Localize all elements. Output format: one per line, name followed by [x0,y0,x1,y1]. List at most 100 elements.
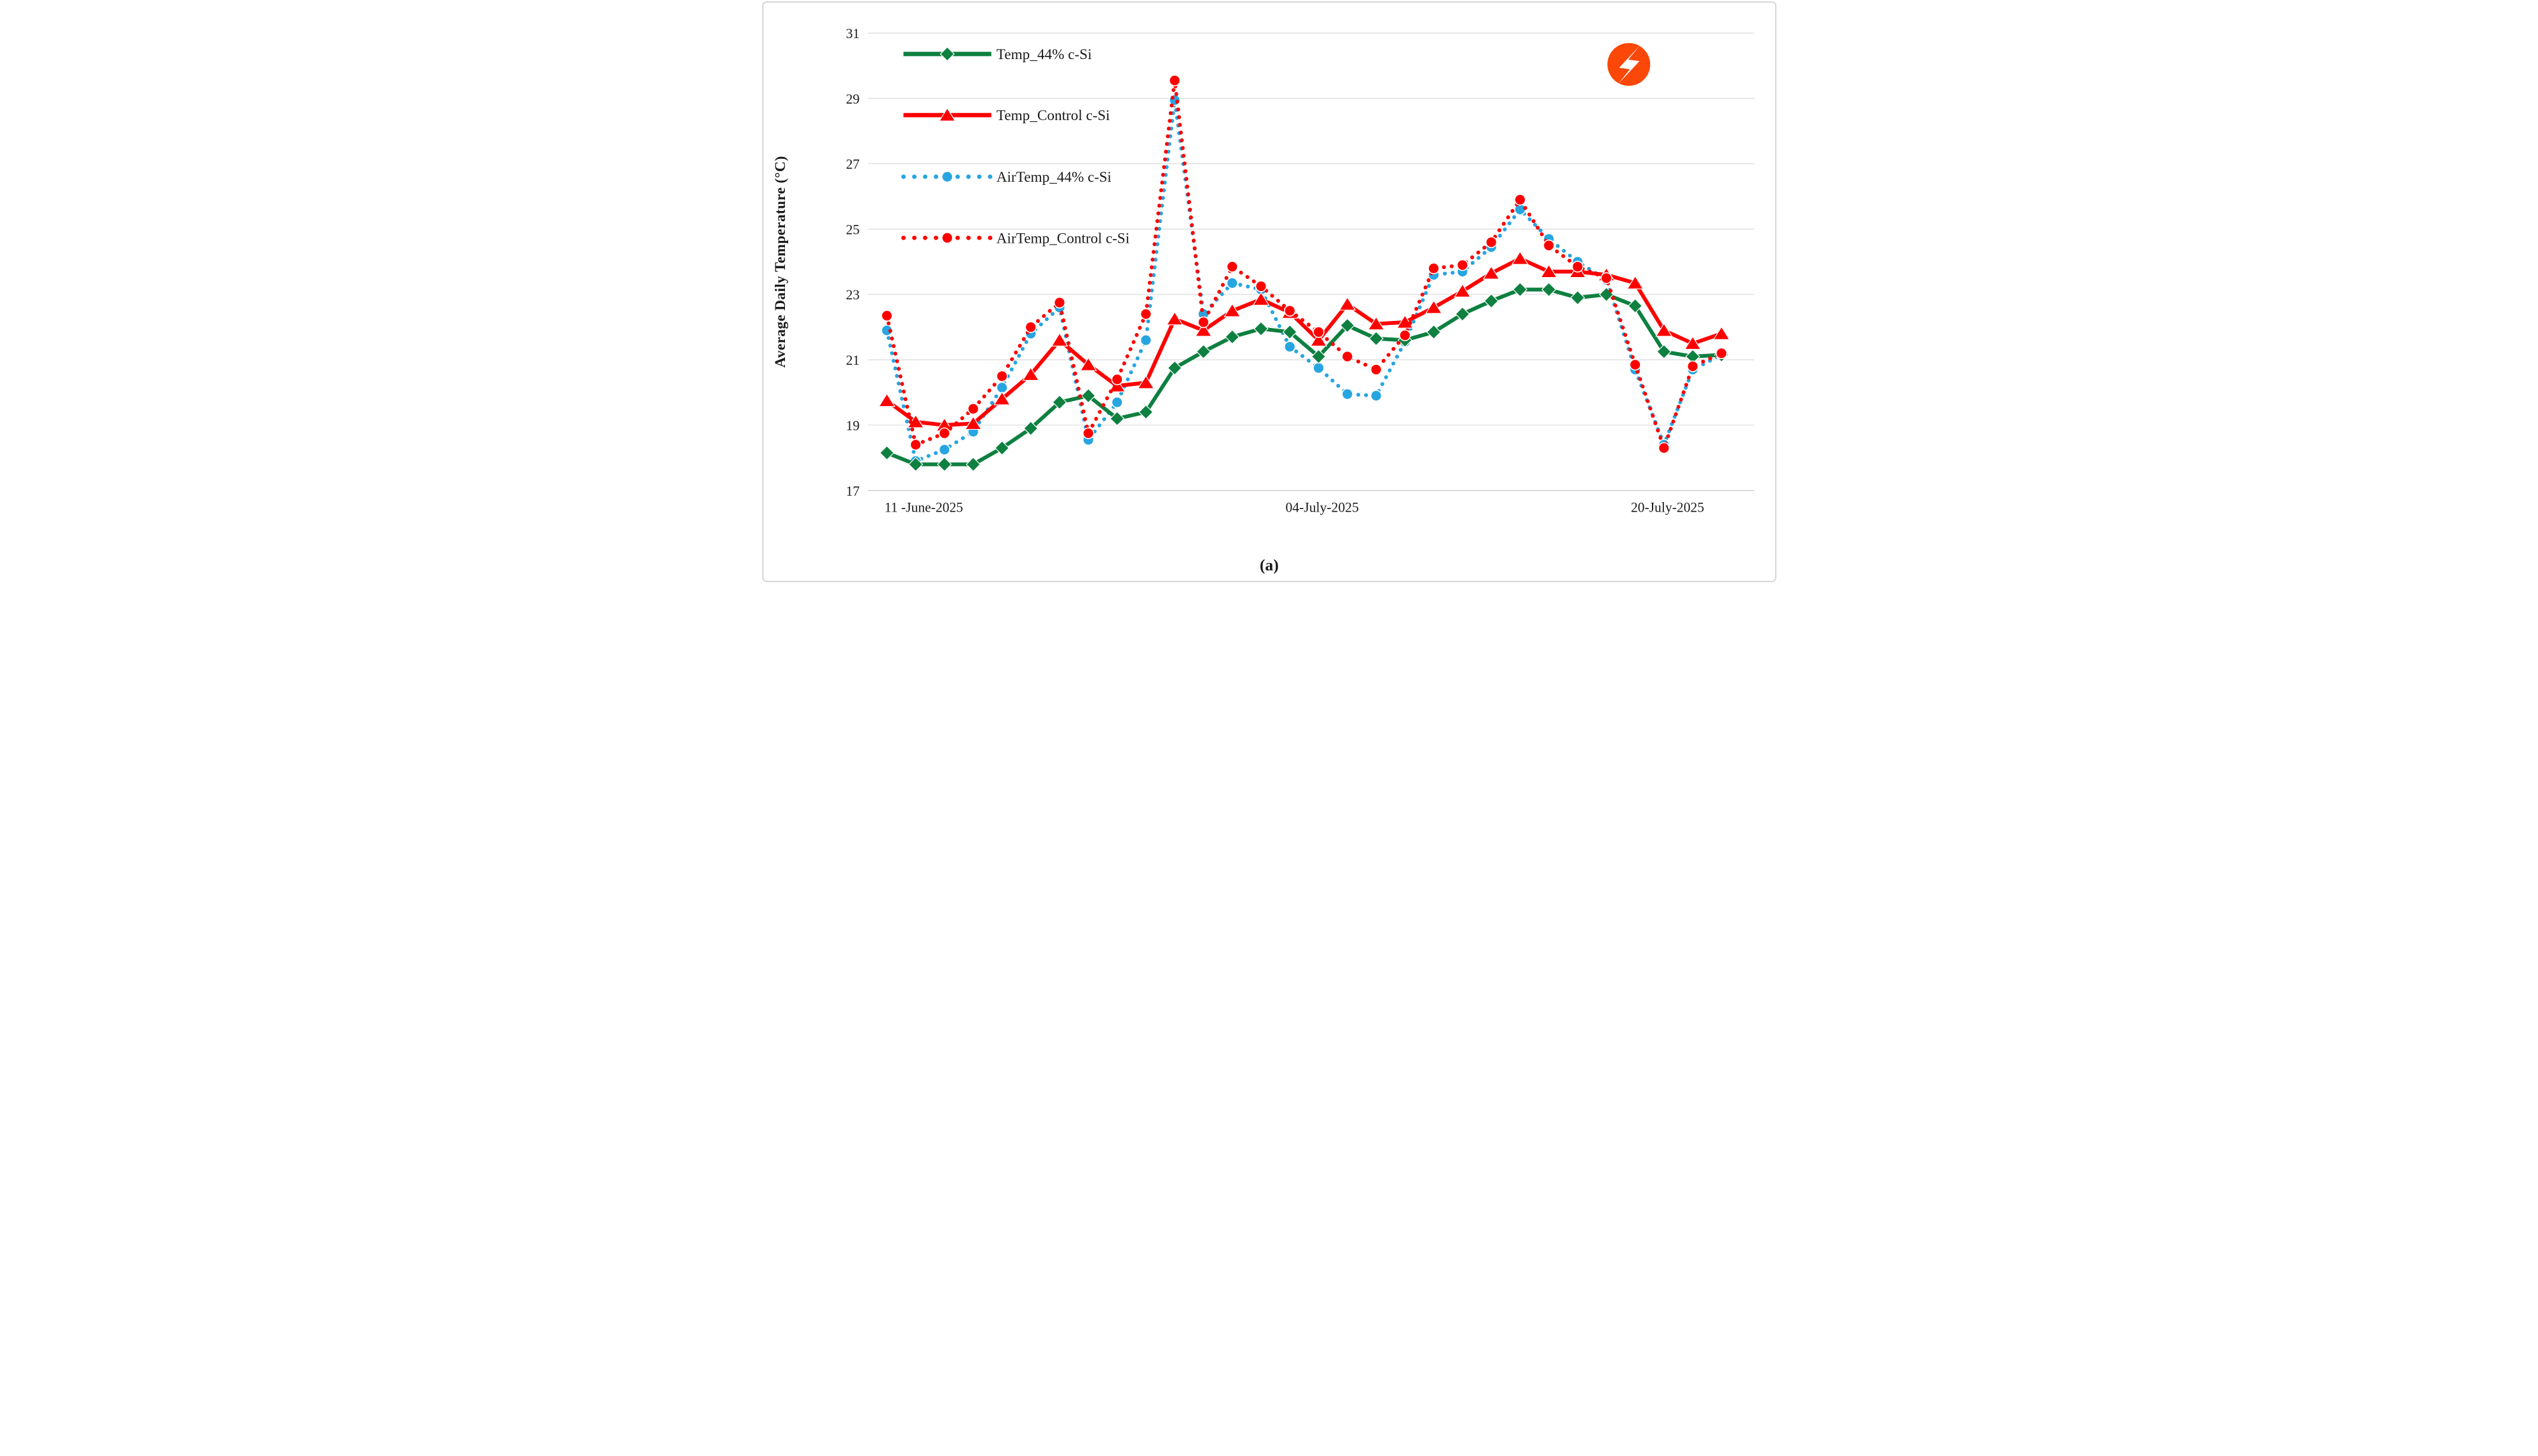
marker-point-24 [1541,282,1556,297]
marker-point-25 [1569,290,1585,306]
marker-point-21 [1456,259,1468,271]
marker-point-4 [967,403,979,415]
marker-point-20 [1426,324,1441,340]
marker-point-2 [909,439,922,451]
marker-point-15 [1283,304,1295,317]
marker-point-8 [1082,427,1095,440]
x-label-04-july: 04-July-2025 [1285,500,1358,515]
marker-point-10 [1138,404,1154,420]
marker-point-12 [1197,316,1210,329]
legend-sample-marker [941,232,953,244]
marker-point-11 [1166,311,1184,325]
lightning-bolt-icon [1618,45,1640,85]
legend-item-temp-44[interactable]: Temp_44% c-Si [903,46,1092,63]
y-axis-tick-labels: 17 19 21 23 25 27 29 31 [845,26,859,499]
marker-point-24 [1539,264,1557,278]
marker-point-17 [1338,296,1356,311]
marker-point-17 [1339,318,1354,333]
marker-point-14 [1255,280,1267,292]
y-tick-21: 21 [845,353,859,368]
marker-point-19 [1398,329,1411,341]
y-axis-title: Average Daily Temperature (°C) [772,156,789,367]
marker-point-16 [1311,349,1326,364]
marker-point-23 [1513,194,1526,206]
x-label-20-july: 20-July-2025 [1630,500,1703,515]
y-tick-23: 23 [845,287,859,303]
marker-point-1 [880,324,893,337]
y-tick-31: 31 [845,26,859,41]
marker-point-9 [1110,396,1123,409]
marker-point-20 [1424,299,1442,314]
marker-point-26 [1600,272,1613,284]
legend-label-temp-control: Temp_Control c-Si [996,107,1110,124]
marker-point-20 [1427,262,1440,275]
legend-item-airtemp-44[interactable]: AirTemp_44% c-Si [901,169,1112,186]
marker-point-5 [995,381,1008,394]
legend-sample-airtemp-44 [901,170,993,183]
marker-point-5 [995,370,1008,383]
marker-point-1 [880,310,893,322]
marker-point-1 [879,445,894,461]
series-temp-control-c-si [878,250,1730,432]
marker-point-22 [1484,293,1499,309]
marker-point-4 [965,456,981,472]
lightning-bolt-badge-icon [1607,43,1650,86]
marker-point-29 [1686,360,1698,372]
marker-point-16 [1312,362,1325,374]
marker-point-3 [938,444,950,456]
marker-point-27 [1627,298,1642,313]
marker-point-23 [1511,250,1529,265]
legend-sample-marker [941,170,953,183]
marker-point-27 [1628,358,1641,371]
marker-point-4 [964,416,982,430]
marker-point-11 [1166,360,1182,376]
marker-point-13 [1225,261,1238,273]
marker-point-12 [1196,344,1211,359]
legend-sample-marker [939,46,955,62]
marker-point-13 [1224,329,1239,344]
marker-point-23 [1512,282,1527,297]
marker-point-6 [1025,321,1037,333]
legend-label-temp-44: Temp_44% c-Si [996,46,1092,63]
marker-point-18 [1370,390,1382,402]
marker-point-18 [1367,316,1385,330]
marker-point-9 [1110,373,1123,386]
data-series [878,74,1730,472]
legend-label-airtemp-44: AirTemp_44% c-Si [996,169,1112,186]
marker-point-6 [1023,421,1038,436]
marker-point-8 [1081,388,1096,404]
marker-point-12 [1194,322,1212,337]
marker-point-21 [1454,306,1470,322]
marker-point-6 [1021,367,1039,381]
marker-point-5 [994,440,1009,456]
marker-point-27 [1626,275,1644,290]
marker-point-18 [1368,331,1384,346]
marker-point-18 [1370,364,1382,376]
marker-point-9 [1109,411,1124,426]
x-label-11-june: 11 -June-2025 [884,500,963,515]
marker-point-2 [908,456,923,472]
series-airtemp-control-c-si [880,74,1728,454]
marker-point-7 [1051,332,1068,347]
marker-point-15 [1282,324,1297,340]
legend-sample-airtemp-control [901,232,993,244]
marker-point-16 [1312,326,1325,338]
marker-point-24 [1543,239,1555,252]
legend-sample-temp-44 [903,46,992,62]
figure-caption: (a) [1259,556,1278,575]
marker-point-3 [938,427,950,440]
series-temp-44-c-si [879,282,1729,472]
legend: Temp_44% c-Si Temp_Control c-Si AirTemp_… [901,46,1129,247]
marker-point-14 [1253,321,1269,336]
marker-point-15 [1283,341,1295,353]
marker-point-8 [1079,357,1097,371]
x-axis-labels: 11 -June-2025 04-July-2025 20-July-2025 [884,500,1703,515]
figure: 17 19 21 23 25 27 29 31 Average Daily Te… [761,0,1778,583]
marker-point-10 [1140,308,1152,320]
legend-item-airtemp-control[interactable]: AirTemp_Control c-Si [901,230,1129,247]
marker-point-17 [1341,388,1353,400]
y-tick-29: 29 [845,92,859,107]
legend-item-temp-control[interactable]: Temp_Control c-Si [903,107,1110,124]
gridlines [867,32,1754,491]
legend-sample-marker [938,107,956,121]
